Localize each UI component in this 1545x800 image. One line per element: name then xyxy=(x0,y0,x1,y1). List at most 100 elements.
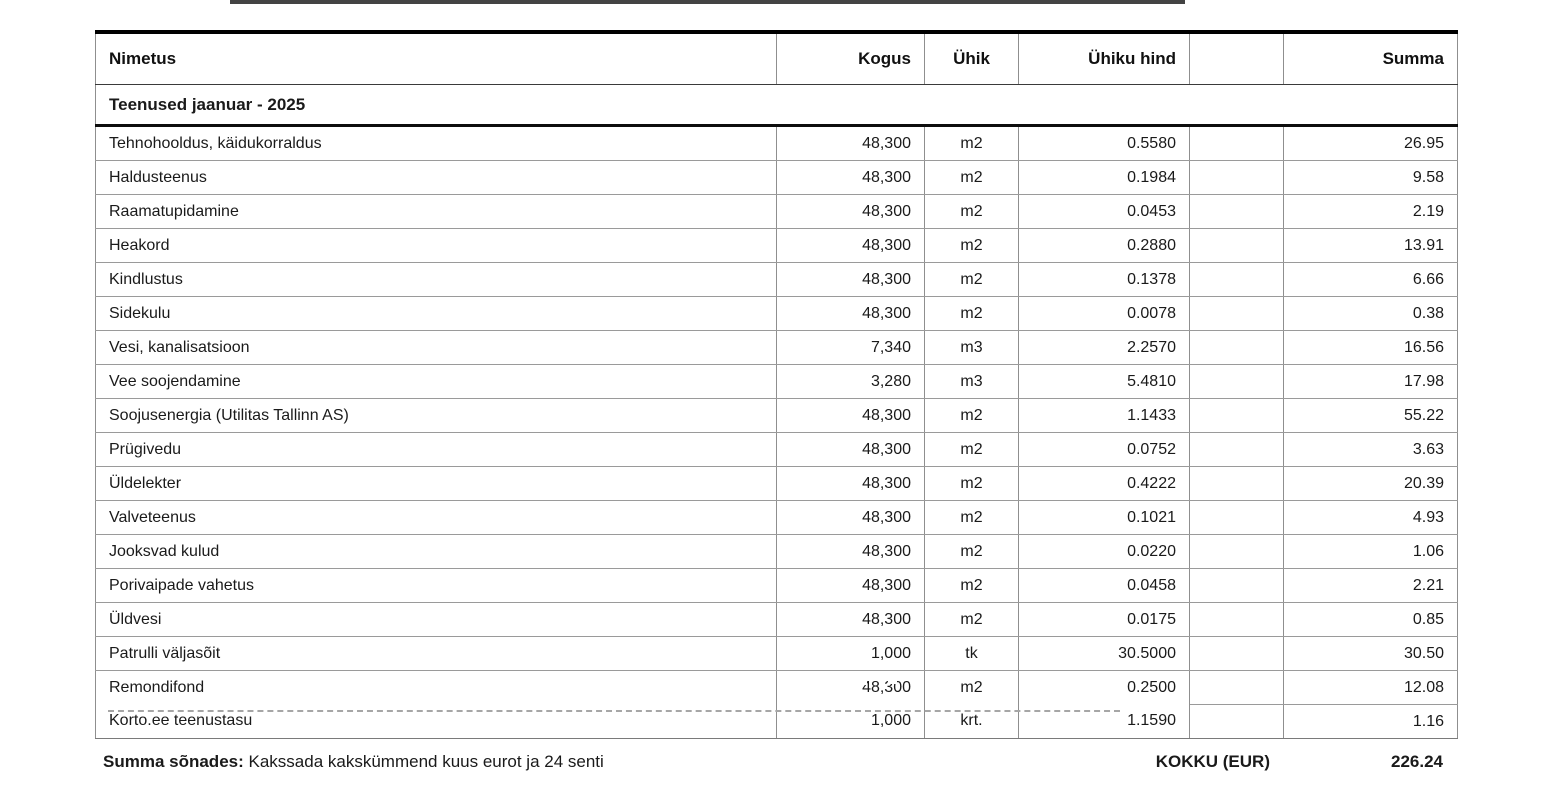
invoice-footer: Summa sõnades: Kakssada kakskümmend kuus… xyxy=(95,750,1457,780)
cell-sum: 1.06 xyxy=(1283,534,1458,569)
table-header-row: Nimetus Kogus Ühik Ühiku hind Summa xyxy=(95,30,1458,85)
cell-blank xyxy=(1189,296,1284,331)
cell-name: Heakord xyxy=(95,228,777,263)
cell-sum: 2.19 xyxy=(1283,194,1458,229)
cell-name: Vee soojendamine xyxy=(95,364,777,399)
cell-name: Jooksvad kulud xyxy=(95,534,777,569)
cell-qty: 48,300 xyxy=(776,568,925,603)
cell-sum: 2.21 xyxy=(1283,568,1458,603)
cell-sum: 1.16 xyxy=(1283,704,1458,739)
amount-in-words-text: Kakssada kakskümmend kuus eurot ja 24 se… xyxy=(248,752,604,771)
column-header-uhiku-hind: Ühiku hind xyxy=(1018,30,1190,85)
table-row: Soojusenergia (Utilitas Tallinn AS) 48,30… xyxy=(95,398,1458,433)
cell-unit: m2 xyxy=(924,125,1019,161)
section-header-row: Teenused jaanuar - 2025 xyxy=(95,84,1458,127)
cell-sum: 3.63 xyxy=(1283,432,1458,467)
cell-sum: 30.50 xyxy=(1283,636,1458,671)
table-row: Tehnohooldus, käidukorraldus 48,300 m2 0.55… xyxy=(95,125,1458,161)
cell-sum: 4.93 xyxy=(1283,500,1458,535)
cell-blank xyxy=(1189,330,1284,365)
cell-price: 0.1378 xyxy=(1018,262,1190,297)
cell-name: Kindlustus xyxy=(95,262,777,297)
column-header-uhik: Ühik xyxy=(924,30,1019,85)
cell-qty: 48,300 xyxy=(776,296,925,331)
cell-price: 0.0220 xyxy=(1018,534,1190,569)
cell-price: 0.0453 xyxy=(1018,194,1190,229)
cell-price: 0.2500 xyxy=(1018,670,1190,705)
cell-blank xyxy=(1189,670,1284,705)
cell-unit: m2 xyxy=(924,670,1019,705)
cell-qty: 48,300 xyxy=(776,194,925,229)
cell-blank xyxy=(1189,704,1284,739)
table-row: Porivaipade vahetus 48,300 m2 0.0458 2.21 xyxy=(95,568,1458,603)
cell-sum: 20.39 xyxy=(1283,466,1458,501)
cell-sum: 0.38 xyxy=(1283,296,1458,331)
cell-qty: 48,300 xyxy=(776,125,925,161)
section-header-label: Teenused jaanuar - 2025 xyxy=(95,84,1458,127)
cell-name: Prügivedu xyxy=(95,432,777,467)
cell-price: 0.1021 xyxy=(1018,500,1190,535)
cell-qty: 48,300 xyxy=(776,398,925,433)
cell-unit: m3 xyxy=(924,330,1019,365)
cell-qty: 48,300 xyxy=(776,534,925,569)
cell-name: Haldusteenus xyxy=(95,160,777,195)
table-row: Vee soojendamine 3,280 m3 5.4810 17.98 xyxy=(95,364,1458,399)
cell-qty: 48,300 xyxy=(776,432,925,467)
cell-qty: 48,300 xyxy=(776,262,925,297)
cell-blank xyxy=(1189,160,1284,195)
cell-qty: 48,300 xyxy=(776,160,925,195)
cell-name: Üldvesi xyxy=(95,602,777,637)
table-row: Üldvesi 48,300 m2 0.0175 0.85 xyxy=(95,602,1458,637)
cell-name: Sidekulu xyxy=(95,296,777,331)
cell-unit: m2 xyxy=(924,194,1019,229)
cell-unit: m3 xyxy=(924,364,1019,399)
cell-blank xyxy=(1189,194,1284,229)
cell-name: Soojusenergia (Utilitas Tallinn AS) xyxy=(95,398,777,433)
cell-sum: 6.66 xyxy=(1283,262,1458,297)
cell-qty: 3,280 xyxy=(776,364,925,399)
column-header-blank xyxy=(1189,30,1284,85)
services-table: Nimetus Kogus Ühik Ühiku hind Summa Teen… xyxy=(95,30,1458,739)
cell-unit: tk xyxy=(924,636,1019,671)
table-row: Kindlustus 48,300 m2 0.1378 6.66 xyxy=(95,262,1458,297)
cell-price: 0.0078 xyxy=(1018,296,1190,331)
cell-qty: 48,300 xyxy=(776,670,925,705)
cell-qty: 48,300 xyxy=(776,602,925,637)
cell-name: Vesi, kanalisatsioon xyxy=(95,330,777,365)
cell-name: Valveteenus xyxy=(95,500,777,535)
cell-blank xyxy=(1189,534,1284,569)
table-body: Tehnohooldus, käidukorraldus 48,300 m2 0.55… xyxy=(95,125,1458,739)
cell-name: Tehnohooldus, käidukorraldus xyxy=(95,125,777,161)
cell-unit: m2 xyxy=(924,398,1019,433)
table-row: Vesi, kanalisatsioon 7,340 m3 2.2570 16.56 xyxy=(95,330,1458,365)
cell-unit: m2 xyxy=(924,466,1019,501)
cell-sum: 26.95 xyxy=(1283,125,1458,161)
cell-price: 0.0752 xyxy=(1018,432,1190,467)
column-header-nimetus: Nimetus xyxy=(95,30,777,85)
cell-name: Üldelekter xyxy=(95,466,777,501)
total-value: 226.24 xyxy=(1391,752,1443,771)
table-row: Valveteenus 48,300 m2 0.1021 4.93 xyxy=(95,500,1458,535)
cell-blank xyxy=(1189,228,1284,263)
table-row: Remondifond 48,300 m2 0.2500 12.08 xyxy=(95,670,1458,705)
cell-qty: 7,340 xyxy=(776,330,925,365)
cell-sum: 17.98 xyxy=(1283,364,1458,399)
cell-unit: m2 xyxy=(924,262,1019,297)
cell-sum: 12.08 xyxy=(1283,670,1458,705)
cell-sum: 13.91 xyxy=(1283,228,1458,263)
cell-price: 30.5000 xyxy=(1018,636,1190,671)
cell-blank xyxy=(1189,125,1284,161)
table-row: Üldelekter 48,300 m2 0.4222 20.39 xyxy=(95,466,1458,501)
cell-unit: m2 xyxy=(924,534,1019,569)
table-row: Raamatupidamine 48,300 m2 0.0453 2.19 xyxy=(95,194,1458,229)
cell-name: Porivaipade vahetus xyxy=(95,568,777,603)
cell-name: Patrulli väljasõit xyxy=(95,636,777,671)
cell-blank xyxy=(1189,602,1284,637)
cell-unit: m2 xyxy=(924,160,1019,195)
cell-qty: 48,300 xyxy=(776,500,925,535)
cropped-content-artifact xyxy=(230,0,1185,4)
cell-name: Remondifond xyxy=(95,670,777,705)
cell-blank xyxy=(1189,500,1284,535)
cell-qty: 48,300 xyxy=(776,466,925,501)
